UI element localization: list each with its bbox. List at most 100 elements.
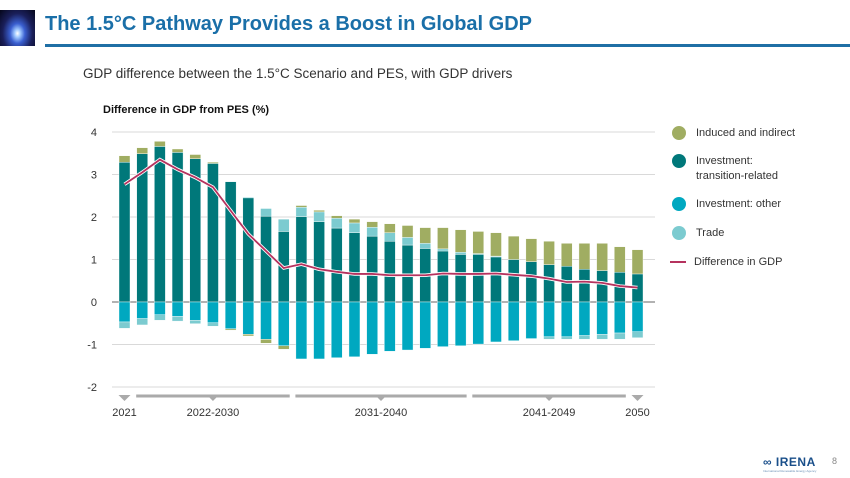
bar-investment-other-2028: [242, 301, 255, 335]
bar-trade-2039: [437, 248, 449, 252]
bar-investment-other-2037: [401, 301, 414, 351]
bar-induced-2029: [260, 339, 272, 344]
bar-induced-2033: [331, 215, 343, 219]
bar-trade-2021: [118, 321, 131, 329]
bar-trade-2035: [366, 226, 378, 237]
bar-induced-2027: [224, 328, 237, 331]
bar-investment-other-2030: [278, 301, 290, 346]
title-divider: [45, 44, 850, 47]
bar-investment-other-2048: [596, 301, 608, 335]
bar-induced-2028: [242, 334, 255, 337]
bar-induced-2023: [154, 141, 166, 147]
bar-trade-2047: [578, 335, 591, 340]
bar-trade-2030: [278, 218, 290, 232]
bar-investment-transition-2035: [366, 235, 378, 303]
bar-induced-2039: [437, 227, 449, 250]
legend-swatch-trade: [672, 226, 686, 240]
bar-investment-other-2033: [331, 301, 343, 358]
x-group-marker: [118, 395, 131, 401]
bar-trade-2023: [154, 314, 166, 321]
bar-trade-2025: [189, 320, 201, 324]
bar-trade-2029: [260, 208, 272, 217]
bar-induced-2030: [278, 345, 290, 350]
bar-induced-2034: [348, 218, 361, 224]
bar-investment-other-2034: [348, 301, 361, 358]
bar-trade-2036: [384, 232, 396, 242]
legend-investment-transition: Investment: transition-related: [672, 154, 792, 184]
gdp-line-halo: [123, 157, 638, 290]
bar-trade-2040: [454, 252, 467, 255]
irena-logo: ∞ IRENA: [763, 455, 816, 469]
bar-induced-2035: [366, 221, 378, 228]
bar-induced-2048: [596, 243, 608, 271]
x-group-label: 2041-2049: [523, 407, 576, 419]
y-tick-label: 0: [91, 297, 97, 309]
bar-induced-2032: [313, 209, 325, 213]
globe-icon: ∞: [763, 455, 773, 469]
bar-trade-2028: [242, 196, 255, 199]
bar-investment-other-2043: [507, 301, 520, 341]
bar-induced-2025: [189, 154, 201, 159]
bar-investment-other-2025: [189, 301, 201, 321]
x-group-marker: [375, 395, 388, 401]
chart-subtitle: GDP difference between the 1.5°C Scenari…: [83, 66, 513, 81]
y-tick-label: -1: [87, 340, 97, 352]
y-tick-label: 2: [91, 212, 97, 224]
legend-induced: Induced and indirect: [672, 126, 795, 140]
y-tick-label: 1: [91, 255, 97, 267]
bar-trade-2050: [631, 331, 644, 338]
bar-investment-transition-2023: [154, 146, 166, 303]
bar-investment-transition-2029: [260, 215, 272, 303]
bar-investment-other-2040: [454, 301, 467, 346]
bar-induced-2036: [384, 223, 396, 233]
bar-investment-transition-2044: [525, 261, 538, 303]
bar-investment-transition-2027: [224, 181, 237, 303]
bar-trade-2024: [171, 316, 184, 322]
bar-investment-transition-2036: [384, 241, 396, 303]
bar-induced-2044: [525, 238, 538, 262]
bar-induced-2026: [207, 161, 219, 164]
bar-investment-transition-2045: [543, 264, 555, 303]
legend-investment-other: Investment: other: [672, 197, 781, 211]
bar-induced-2021: [118, 155, 131, 163]
bar-induced-2049: [614, 246, 626, 273]
bar-investment-other-2027: [224, 301, 237, 329]
bar-investment-other-2041: [472, 301, 484, 345]
bar-investment-other-2024: [171, 301, 184, 317]
bar-investment-other-2045: [543, 301, 555, 338]
y-tick-label: 3: [91, 170, 97, 182]
gdp-difference-line: [123, 158, 638, 289]
bar-investment-other-2036: [384, 301, 396, 352]
page-number: 8: [832, 456, 838, 466]
bar-investment-transition-2033: [331, 227, 343, 303]
bar-investment-other-2044: [525, 301, 538, 339]
bar-induced-2037: [401, 225, 414, 238]
bar-trade-2022: [136, 318, 148, 326]
legend-label: Investment: other: [696, 198, 781, 210]
y-axis-title: Difference in GDP from PES (%): [103, 104, 270, 116]
legend-swatch-induced: [672, 126, 686, 140]
bar-induced-2050: [631, 249, 644, 275]
bar-investment-transition-2031: [295, 216, 308, 303]
legend-trade: Trade: [672, 226, 724, 240]
bar-trade-2031: [295, 207, 308, 217]
bar-investment-transition-2032: [313, 221, 325, 303]
bar-investment-transition-2041: [472, 254, 484, 303]
bar-trade-2032: [313, 211, 325, 222]
bar-investment-other-2021: [118, 301, 131, 323]
bar-investment-transition-2040: [454, 254, 467, 303]
bar-induced-2041: [472, 231, 484, 254]
x-group-marker: [543, 395, 556, 401]
bar-induced-2022: [136, 147, 148, 154]
bar-investment-other-2038: [419, 301, 431, 349]
x-group-marker: [206, 395, 219, 401]
bar-investment-other-2049: [614, 301, 626, 334]
bar-investment-other-2031: [295, 301, 308, 360]
logo-subtext: International Renewable Energy Agency: [763, 469, 817, 473]
bar-investment-other-2022: [136, 301, 148, 319]
bar-investment-other-2050: [631, 301, 644, 332]
bar-investment-other-2029: [260, 301, 272, 340]
bar-investment-other-2047: [578, 301, 591, 336]
